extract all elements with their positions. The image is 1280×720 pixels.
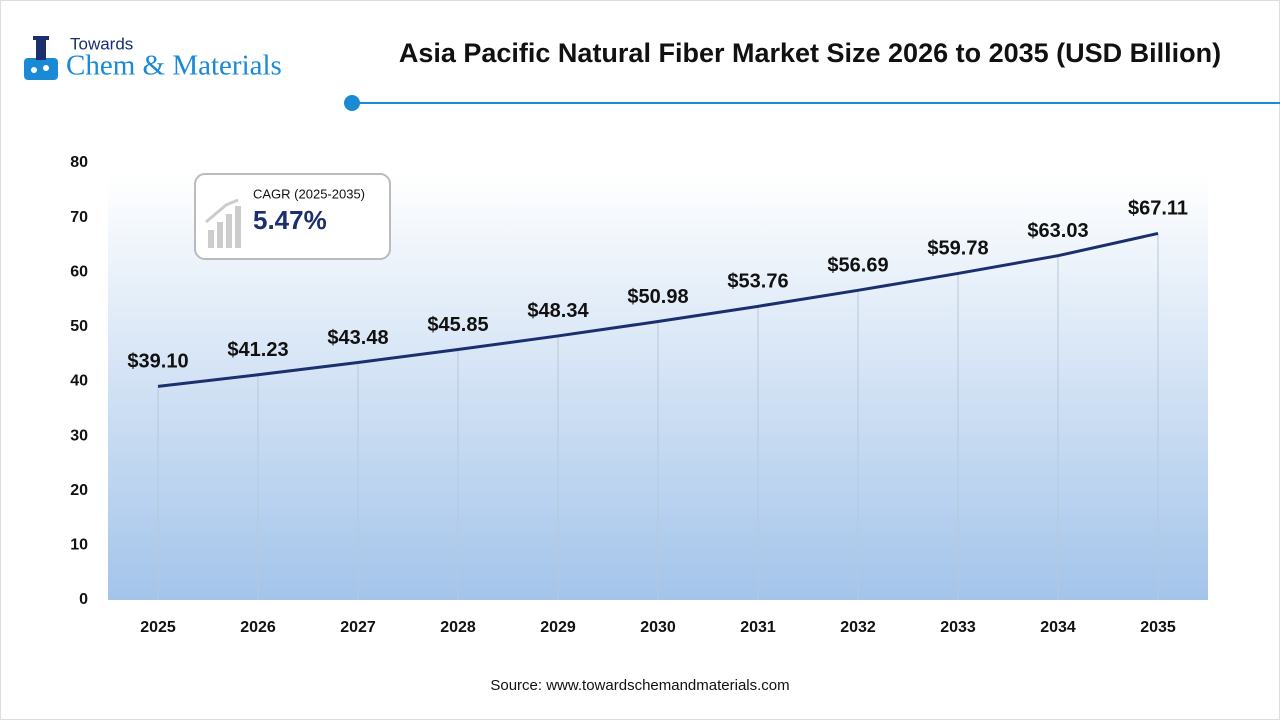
cagr-label: CAGR (2025-2035): [253, 186, 365, 201]
logo-top: Towards: [70, 34, 133, 53]
logo-main: Chem & Materials: [66, 50, 282, 82]
data-label: $39.10: [127, 351, 188, 373]
y-tick-label: 40: [70, 373, 88, 390]
x-tick-label: 2033: [940, 619, 976, 636]
y-tick-label: 60: [70, 263, 88, 280]
line: [157, 231, 1159, 388]
y-tick-label: 20: [70, 482, 88, 499]
y-tick-label: 80: [70, 154, 88, 171]
x-tick-label: 2031: [740, 619, 776, 636]
data-label: $59.78: [927, 238, 988, 260]
data-label: $41.23: [227, 339, 288, 361]
data-label: $45.85: [427, 314, 488, 336]
data-label: $56.69: [827, 255, 888, 277]
x-tick-label: 2029: [540, 619, 576, 636]
x-tick-label: 2032: [840, 619, 876, 636]
data-label: $53.76: [727, 271, 788, 293]
data-label: $67.11: [1128, 198, 1188, 220]
x-tick-label: 2034: [1040, 619, 1076, 636]
title-dot: [344, 95, 360, 111]
data-label: $43.48: [327, 327, 388, 349]
cagr-value: 5.47%: [253, 205, 327, 235]
data-label: $50.98: [627, 286, 688, 308]
x-tick-label: 2035: [1140, 619, 1176, 636]
data-label: $48.34: [527, 300, 589, 322]
y-tick-label: 50: [70, 318, 88, 335]
source: Source: www.towardschemandmaterials.com: [490, 677, 789, 694]
logo-icon: [24, 36, 58, 80]
x-tick-label: 2027: [340, 619, 376, 636]
y-tick-label: 30: [70, 427, 88, 444]
y-tick-label: 70: [70, 209, 88, 226]
data-label: $63.03: [1027, 220, 1088, 242]
cagr-box: [194, 173, 391, 260]
y-tick-label: 0: [79, 591, 88, 608]
y-tick-label: 10: [70, 537, 88, 554]
x-tick-label: 2030: [640, 619, 676, 636]
x-tick-label: 2026: [240, 619, 276, 636]
x-tick-label: 2028: [440, 619, 476, 636]
chart-title: Asia Pacific Natural Fiber Market Size 2…: [399, 38, 1221, 68]
x-tick-label: 2025: [140, 619, 176, 636]
